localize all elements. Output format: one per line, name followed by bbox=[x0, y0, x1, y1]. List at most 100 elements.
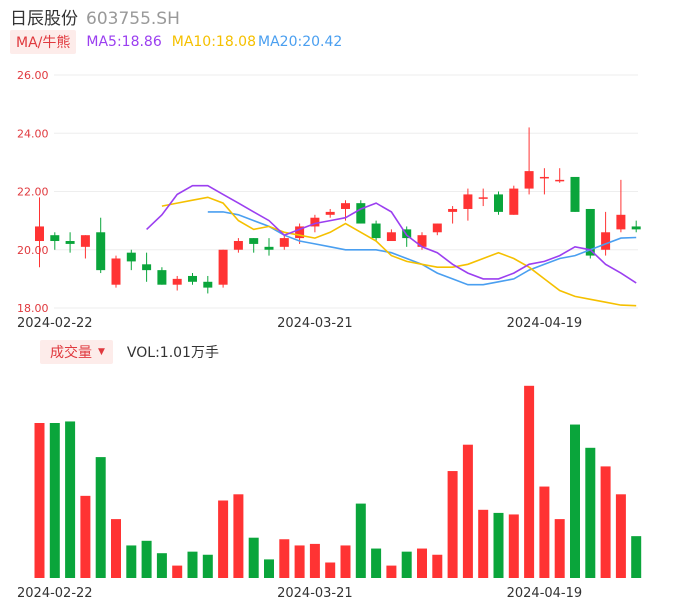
candle-body bbox=[341, 203, 350, 209]
candle-body bbox=[80, 235, 90, 247]
candle-body bbox=[448, 208, 458, 212]
volume-bar bbox=[126, 545, 137, 578]
volume-bar bbox=[248, 537, 259, 578]
volume-bar bbox=[325, 562, 336, 578]
stock-name: 日辰股份 bbox=[10, 9, 78, 29]
candle-body bbox=[249, 238, 259, 244]
ma5-line bbox=[146, 184, 637, 284]
candle-body bbox=[65, 241, 75, 244]
volume-bar bbox=[34, 423, 45, 578]
candle-body bbox=[494, 194, 503, 212]
candle-body bbox=[463, 194, 473, 209]
candle-body bbox=[111, 258, 121, 285]
volume-bar bbox=[172, 565, 183, 578]
volume-bar bbox=[340, 545, 351, 578]
candle-body bbox=[188, 275, 197, 282]
x-tick-label: 2024-03-21 bbox=[277, 586, 353, 601]
stock-code: 603755.SH bbox=[86, 9, 180, 29]
candle-body bbox=[601, 232, 611, 250]
ma10-legend: MA10:18.08 bbox=[171, 34, 257, 50]
candle-body bbox=[356, 203, 366, 224]
candle-body bbox=[325, 211, 335, 215]
x-tick-label: 2024-04-19 bbox=[507, 316, 583, 331]
volume-bar bbox=[218, 500, 229, 578]
ma20-legend: MA20:20.42 bbox=[258, 34, 343, 50]
volume-bar bbox=[95, 457, 106, 578]
volume-bar bbox=[600, 466, 611, 578]
ma10-line bbox=[161, 196, 637, 307]
volume-bar bbox=[264, 559, 274, 578]
volume-bar bbox=[386, 565, 397, 578]
volume-bar bbox=[202, 554, 213, 578]
volume-bar bbox=[570, 424, 580, 578]
volume-legend: 成交量 ▼ VOL:1.01万手 bbox=[40, 340, 219, 364]
candle-body bbox=[233, 241, 243, 250]
candle-body bbox=[585, 208, 595, 256]
candle-body bbox=[631, 226, 641, 230]
volume-bar bbox=[615, 494, 626, 578]
candle-body bbox=[279, 238, 289, 247]
x-tick-label: 2024-02-22 bbox=[17, 316, 93, 331]
candle-body bbox=[539, 176, 549, 179]
volume-bar bbox=[462, 444, 473, 578]
volume-bar bbox=[279, 539, 290, 578]
candle-body bbox=[295, 226, 305, 239]
ma-toggle-button[interactable]: MA/牛熊 bbox=[10, 30, 77, 54]
candle-body bbox=[157, 270, 167, 285]
candle-body bbox=[402, 229, 412, 239]
caret-down-icon: ▼ bbox=[98, 347, 105, 357]
candle-body bbox=[96, 232, 106, 271]
volume-bar bbox=[508, 514, 519, 578]
candle-body bbox=[218, 249, 228, 285]
x-tick-label: 2024-03-21 bbox=[277, 316, 353, 331]
volume-bar bbox=[447, 471, 458, 578]
candle-body bbox=[142, 264, 152, 271]
volume-bar bbox=[478, 509, 489, 578]
volume-value: VOL:1.01万手 bbox=[126, 345, 219, 361]
candle-body bbox=[50, 235, 60, 242]
candle-body bbox=[478, 197, 488, 199]
volume-bar bbox=[524, 385, 535, 578]
volume-bar bbox=[371, 548, 382, 578]
volume-bar bbox=[65, 421, 76, 578]
y-tick-label: 20.00 bbox=[17, 244, 49, 257]
stock-header: 日辰股份 603755.SH bbox=[10, 4, 180, 29]
y-tick-label: 26.00 bbox=[17, 69, 49, 82]
candle-body bbox=[264, 246, 274, 250]
volume-bar bbox=[401, 551, 412, 578]
ma-legend: MA/牛熊 MA5:18.86 MA10:18.08 MA20:20.42 bbox=[10, 30, 343, 54]
y-tick-label: 18.00 bbox=[17, 302, 49, 315]
volume-bar bbox=[80, 495, 91, 578]
candle-body bbox=[35, 226, 44, 242]
ma5-legend: MA5:18.86 bbox=[86, 34, 162, 50]
volume-bar bbox=[294, 545, 305, 578]
candle-body bbox=[555, 179, 565, 182]
volume-indicator-label: 成交量 bbox=[50, 345, 92, 361]
volume-bar bbox=[417, 548, 427, 578]
volume-bar bbox=[141, 540, 152, 578]
volume-indicator-dropdown[interactable]: 成交量 ▼ bbox=[40, 340, 113, 364]
candle-body bbox=[417, 235, 427, 247]
candle-body bbox=[371, 223, 381, 239]
volume-bar bbox=[111, 519, 121, 578]
candle-body bbox=[126, 252, 136, 262]
candle-body bbox=[310, 217, 320, 227]
volume-bar bbox=[233, 494, 244, 578]
candle-body bbox=[203, 281, 213, 288]
volume-bar bbox=[156, 553, 167, 578]
candle-body bbox=[386, 232, 396, 242]
volume-bar bbox=[554, 519, 565, 578]
volume-bar bbox=[355, 503, 366, 578]
volume-bar bbox=[49, 423, 60, 578]
volume-bar bbox=[631, 536, 642, 578]
volume-bar bbox=[493, 512, 504, 578]
volume-bar bbox=[309, 543, 320, 578]
volume-bar bbox=[187, 551, 198, 578]
y-tick-label: 24.00 bbox=[17, 127, 49, 140]
x-tick-label: 2024-02-22 bbox=[17, 586, 93, 601]
candle-body bbox=[432, 223, 442, 233]
candle-body bbox=[509, 188, 519, 215]
candle-body bbox=[616, 214, 626, 230]
x-tick-label: 2024-04-19 bbox=[507, 586, 583, 601]
